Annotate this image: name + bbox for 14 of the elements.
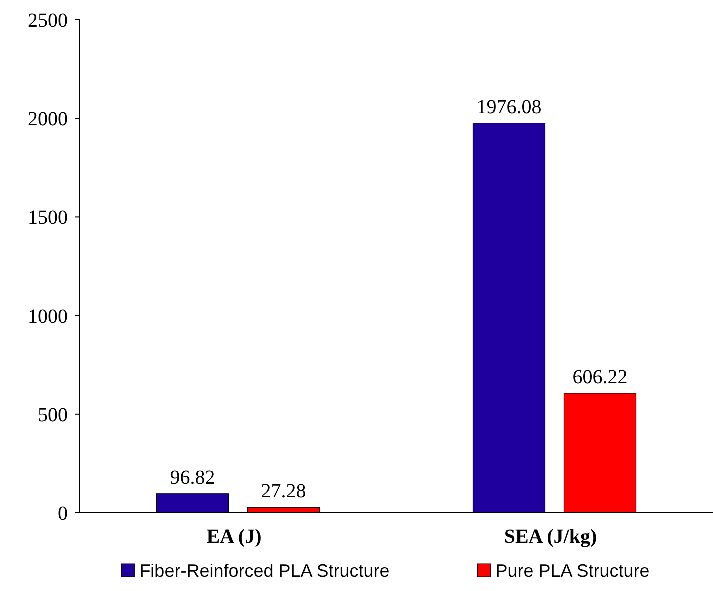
- y-tick-label: 1500: [28, 207, 68, 230]
- legend-label: Fiber-Reinforced PLA Structure: [140, 561, 390, 581]
- y-tick-label: 0: [58, 503, 68, 525]
- data-label: 1976.08: [476, 96, 542, 118]
- x-tick-label: SEA (J/kg): [504, 526, 598, 548]
- data-label: 606.22: [572, 366, 628, 388]
- y-tick-label: 2500: [28, 10, 68, 32]
- y-tick-label: 2000: [28, 108, 68, 131]
- x-tick-label: EA (J): [206, 526, 262, 548]
- data-label: 27.28: [261, 480, 306, 503]
- y-tick-label: 500: [38, 404, 68, 426]
- y-tick-label: 1000: [28, 306, 68, 328]
- legend-label: Pure PLA Structure: [496, 561, 650, 581]
- data-label: 96.82: [170, 466, 216, 489]
